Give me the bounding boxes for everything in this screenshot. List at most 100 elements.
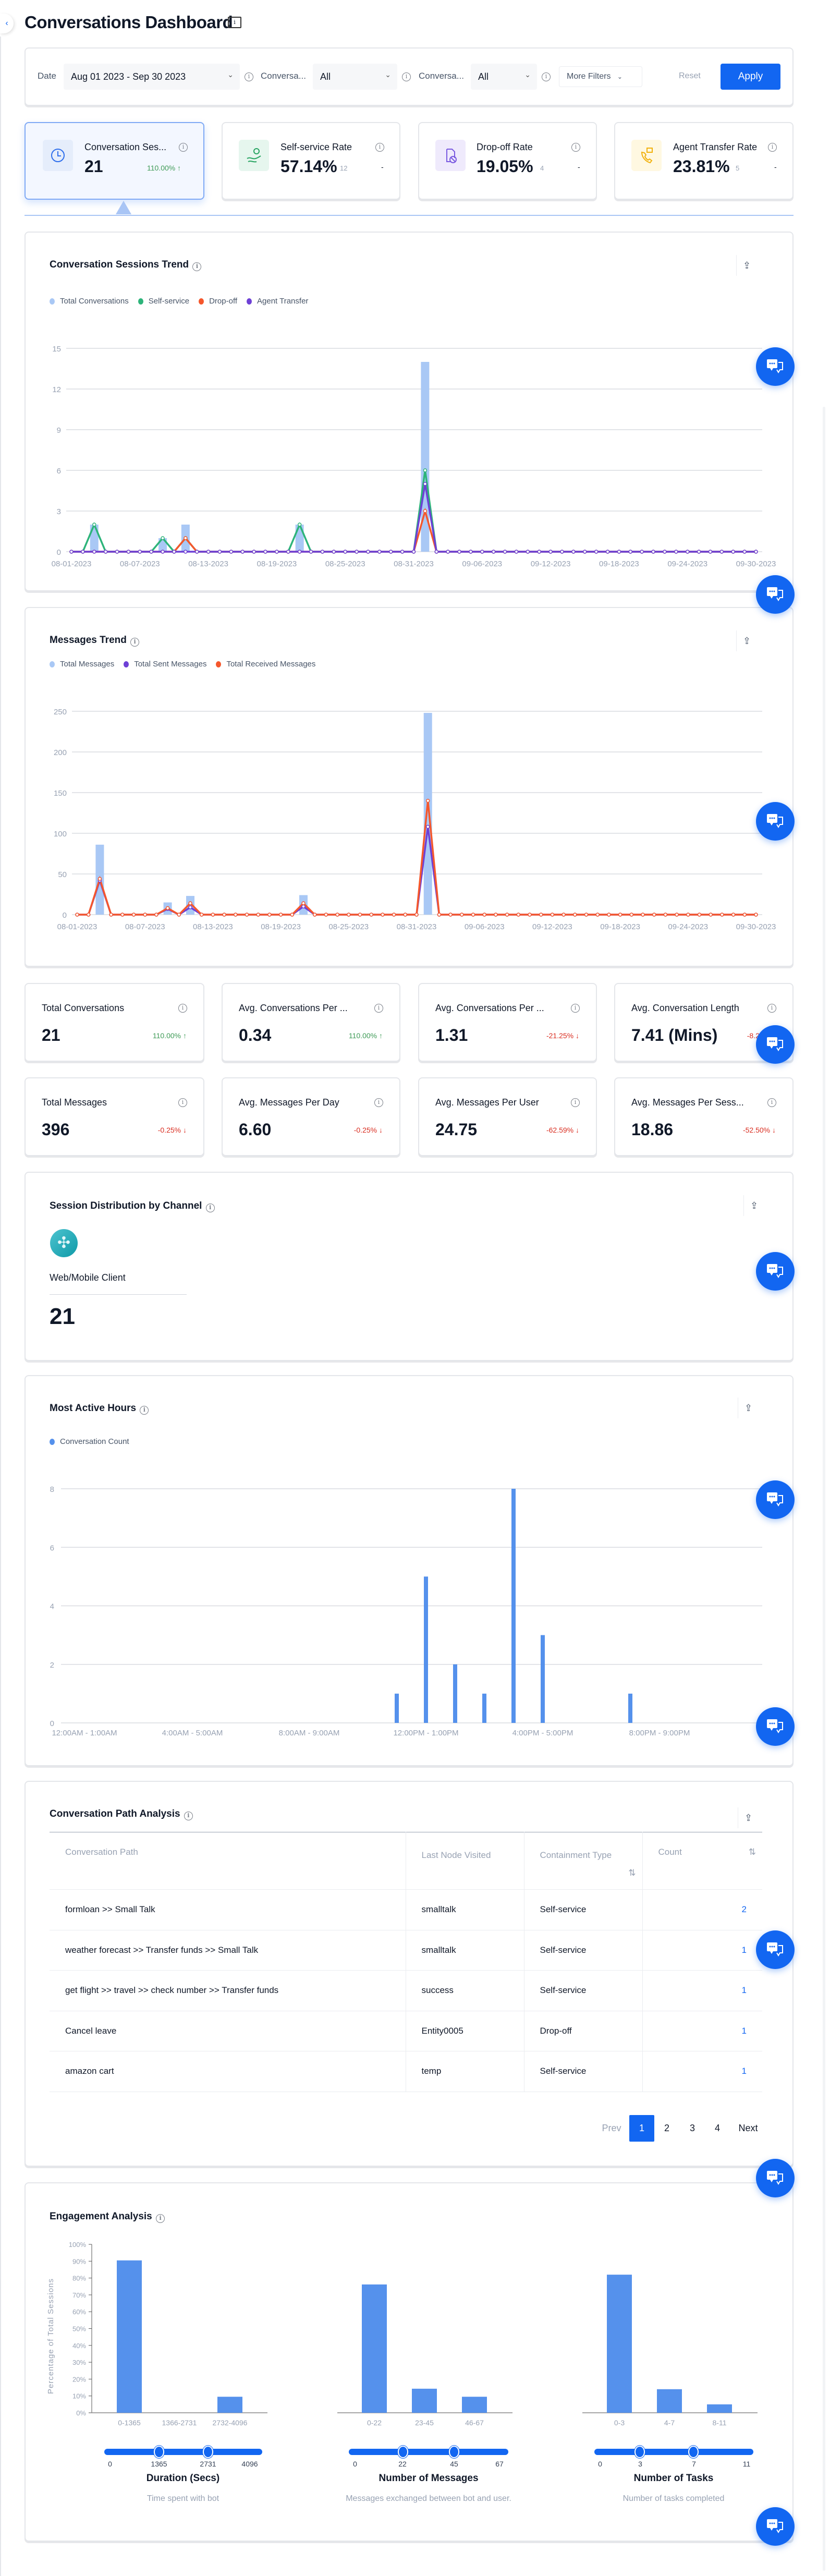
data-point[interactable] (709, 913, 713, 917)
info-icon[interactable]: i (178, 1098, 187, 1107)
data-point[interactable] (663, 550, 667, 554)
bar[interactable] (453, 1664, 457, 1723)
bar[interactable] (657, 2389, 682, 2413)
legend-item[interactable]: Total Sent Messages (124, 660, 206, 669)
filter2-select[interactable]: All ⌄ (471, 64, 537, 90)
data-point[interactable] (297, 550, 302, 554)
data-point[interactable] (754, 913, 758, 917)
info-icon[interactable]: i (542, 72, 551, 81)
bar[interactable] (424, 1576, 428, 1723)
data-point[interactable] (594, 550, 599, 554)
data-point[interactable] (663, 913, 668, 917)
data-point[interactable] (423, 482, 428, 486)
data-point[interactable] (411, 550, 416, 554)
chat-assistant-button[interactable] (756, 347, 795, 386)
data-point[interactable] (494, 913, 498, 917)
data-point[interactable] (469, 550, 473, 554)
pagination-page-1[interactable]: 1 (629, 2115, 654, 2142)
more-filters-button[interactable]: More Filters ⌄ (559, 66, 642, 87)
data-point[interactable] (143, 913, 147, 917)
data-point[interactable] (138, 550, 142, 554)
filter1-select[interactable]: All ⌄ (313, 64, 397, 90)
data-point[interactable] (347, 913, 351, 917)
collapse-sidebar-button[interactable]: ‹ (0, 14, 14, 33)
info-icon[interactable]: i (184, 1812, 193, 1820)
data-point[interactable] (115, 550, 119, 554)
data-point[interactable] (503, 550, 507, 554)
data-point[interactable] (448, 913, 453, 917)
data-point[interactable] (414, 913, 419, 917)
data-point[interactable] (618, 913, 622, 917)
data-point[interactable] (256, 913, 260, 917)
data-point[interactable] (617, 550, 621, 554)
pagination-page-4[interactable]: 4 (714, 2123, 720, 2133)
pagination-prev[interactable]: Prev (602, 2123, 621, 2133)
data-point[interactable] (297, 523, 302, 527)
legend-item[interactable]: Conversation Count (50, 1437, 129, 1446)
data-point[interactable] (550, 913, 555, 917)
data-point[interactable] (537, 550, 541, 554)
table-row[interactable]: Cancel leave Entity0005 Drop-off 1 (50, 2011, 762, 2051)
info-icon[interactable]: i (571, 143, 580, 152)
duration-slider[interactable] (104, 2449, 262, 2455)
data-point[interactable] (69, 550, 74, 554)
table-row[interactable]: formloan >> Small Talk smalltalk Self-se… (50, 1889, 762, 1930)
data-point[interactable] (423, 509, 428, 513)
data-point[interactable] (754, 550, 758, 554)
data-point[interactable] (286, 550, 290, 554)
data-point[interactable] (92, 550, 96, 554)
book-info-icon[interactable]: i (228, 17, 241, 28)
data-point[interactable] (583, 550, 587, 554)
data-point[interactable] (188, 905, 192, 909)
data-point[interactable] (425, 798, 430, 803)
data-point[interactable] (641, 913, 645, 917)
chat-assistant-button[interactable] (756, 2159, 795, 2197)
data-point[interactable] (172, 550, 176, 554)
data-point[interactable] (482, 913, 486, 917)
data-point[interactable] (403, 913, 408, 917)
data-point[interactable] (126, 550, 131, 554)
data-point[interactable] (320, 550, 325, 554)
sort-icon[interactable]: ⇅ (628, 1868, 636, 1878)
count-link[interactable]: 1 (642, 2011, 762, 2051)
data-point[interactable] (708, 550, 713, 554)
bar[interactable] (511, 1489, 516, 1723)
data-point[interactable] (324, 913, 328, 917)
sort-icon[interactable]: ⇅ (748, 1847, 756, 1857)
data-point[interactable] (731, 550, 735, 554)
slider-handle[interactable] (154, 2446, 164, 2458)
column-header-sortable[interactable]: Containment Type ⇅ (523, 1832, 642, 1890)
legend-item[interactable]: Total Received Messages (216, 660, 315, 669)
data-point[interactable] (165, 906, 170, 910)
bar[interactable] (423, 713, 432, 915)
slider-handle[interactable] (398, 2446, 408, 2458)
info-icon[interactable]: i (140, 1406, 149, 1415)
chat-assistant-button[interactable] (756, 802, 795, 841)
data-point[interactable] (607, 913, 611, 917)
data-point[interactable] (309, 550, 313, 554)
data-point[interactable] (528, 913, 532, 917)
table-row[interactable]: amazon cart temp Self-service 1 (50, 2051, 762, 2092)
data-point[interactable] (161, 536, 165, 540)
data-point[interactable] (731, 913, 736, 917)
count-link[interactable]: 1 (642, 1970, 762, 2011)
info-icon[interactable]: i (205, 1204, 215, 1212)
data-point[interactable] (471, 913, 475, 917)
data-point[interactable] (301, 904, 306, 909)
info-icon[interactable]: i (402, 72, 411, 81)
data-point[interactable] (369, 913, 373, 917)
data-point[interactable] (446, 550, 450, 554)
chat-assistant-button[interactable] (756, 1930, 795, 1969)
bar[interactable] (462, 2397, 487, 2413)
data-point[interactable] (358, 913, 362, 917)
info-icon[interactable]: i (767, 1004, 776, 1013)
export-button[interactable]: ⇪ (743, 1195, 764, 1216)
info-icon[interactable]: i (245, 72, 253, 81)
bar[interactable] (90, 525, 99, 552)
data-point[interactable] (343, 550, 347, 554)
info-icon[interactable]: i (130, 638, 140, 647)
data-point[interactable] (278, 913, 283, 917)
bar[interactable] (295, 525, 304, 552)
data-point[interactable] (97, 877, 102, 881)
data-point[interactable] (75, 913, 79, 917)
